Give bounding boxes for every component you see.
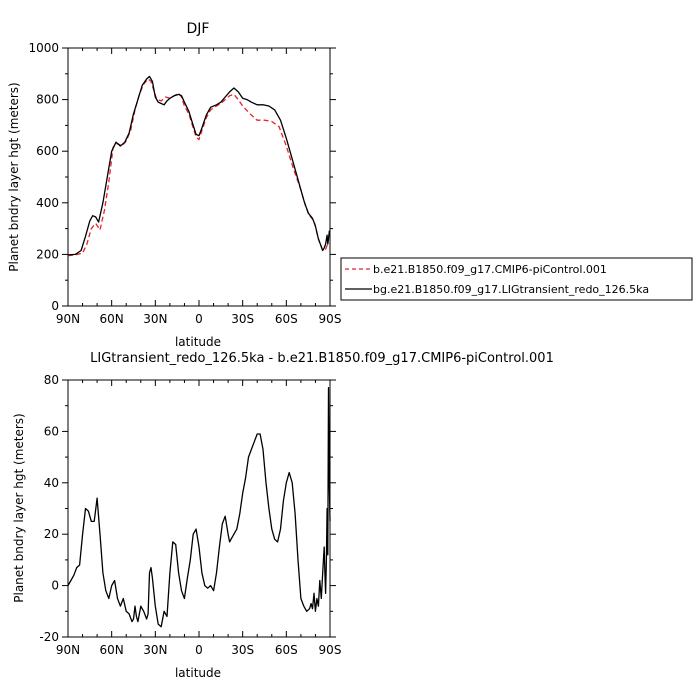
- top-chart-y-tick-label: 0: [51, 299, 59, 313]
- bottom-chart-x-tick-label: 90N: [56, 643, 80, 657]
- bottom-chart-x-tick-label: 60N: [100, 643, 124, 657]
- bottom-chart-x-tick-label: 90S: [319, 643, 342, 657]
- bottom-chart-x-axis-label: latitude: [175, 666, 221, 680]
- bottom-chart-plot-frame: [67, 379, 331, 638]
- top-chart-x-tick-label: 90N: [56, 312, 80, 326]
- legend-label-ligtransient: bg.e21.B1850.f09_g17.LIGtransient_redo_1…: [373, 283, 649, 296]
- bottom-chart-y-tick-label: -20: [39, 630, 59, 644]
- top-chart-x-tick-label: 0: [195, 312, 203, 326]
- legend-box: [340, 257, 693, 301]
- bottom-chart-x-tick-label: 30S: [231, 643, 254, 657]
- top-chart-y-tick-label: 800: [36, 93, 59, 107]
- top-chart-y-axis-label: Planet bndry layer hgt (meters): [7, 82, 21, 272]
- bottom-chart: LIGtransient_redo_126.5ka - b.e21.B1850.…: [12, 351, 554, 680]
- bottom-chart-title: LIGtransient_redo_126.5ka - b.e21.B1850.…: [90, 351, 554, 366]
- bottom-chart-y-tick-label: 0: [51, 579, 59, 593]
- top-chart-series: [67, 75, 331, 257]
- top-chart: DJF 90N 60N 30N 0 30S 60S 90S 0 200 400 600 800 1000…: [7, 21, 341, 349]
- bottom-chart-y-tick-label: 20: [44, 527, 59, 541]
- bottom-chart-x-tick-label: 30N: [143, 643, 167, 657]
- top-chart-x-tick-label: 90S: [319, 312, 342, 326]
- bottom-chart-x-tick-label: 60S: [275, 643, 298, 657]
- bottom-chart-y-tick-label: 80: [44, 373, 59, 387]
- top-chart-x-axis-label: latitude: [175, 335, 221, 349]
- top-chart-x-tick-label: 30S: [231, 312, 254, 326]
- top-chart-y-tick-label: 400: [36, 196, 59, 210]
- top-chart-title: DJF: [187, 21, 210, 37]
- top-chart-x-tick-label: 60S: [275, 312, 298, 326]
- top-chart-y-tick-label: 600: [36, 144, 59, 158]
- bottom-chart-y-tick-label: 40: [44, 476, 59, 490]
- legend-label-picontrol: b.e21.B1850.f09_g17.CMIP6-piControl.001: [373, 263, 607, 276]
- bottom-chart-ticks: 90N 60N 30N 0 30S 60S 90S -20 0 20 40 60 80: [39, 373, 341, 657]
- bottom-chart-y-axis-label: Planet bndry layer hgt (meters): [12, 413, 26, 603]
- top-chart-x-tick-label: 60N: [100, 312, 124, 326]
- top-chart-y-tick-label: 1000: [28, 41, 59, 55]
- top-chart-series-line-0: [67, 78, 331, 257]
- bottom-chart-series-line-0: [67, 387, 331, 628]
- legend: b.e21.B1850.f09_g17.CMIP6-piControl.001 …: [340, 257, 693, 301]
- bottom-chart-series: [67, 387, 331, 628]
- top-chart-series-line-1: [67, 75, 331, 256]
- bottom-chart-y-tick-label: 60: [44, 424, 59, 438]
- top-chart-ticks: 90N 60N 30N 0 30S 60S 90S 0 200 400 600 800 1000: [28, 41, 341, 326]
- bottom-chart-x-tick-label: 0: [195, 643, 203, 657]
- top-chart-y-tick-label: 200: [36, 247, 59, 261]
- top-chart-x-tick-label: 30N: [143, 312, 167, 326]
